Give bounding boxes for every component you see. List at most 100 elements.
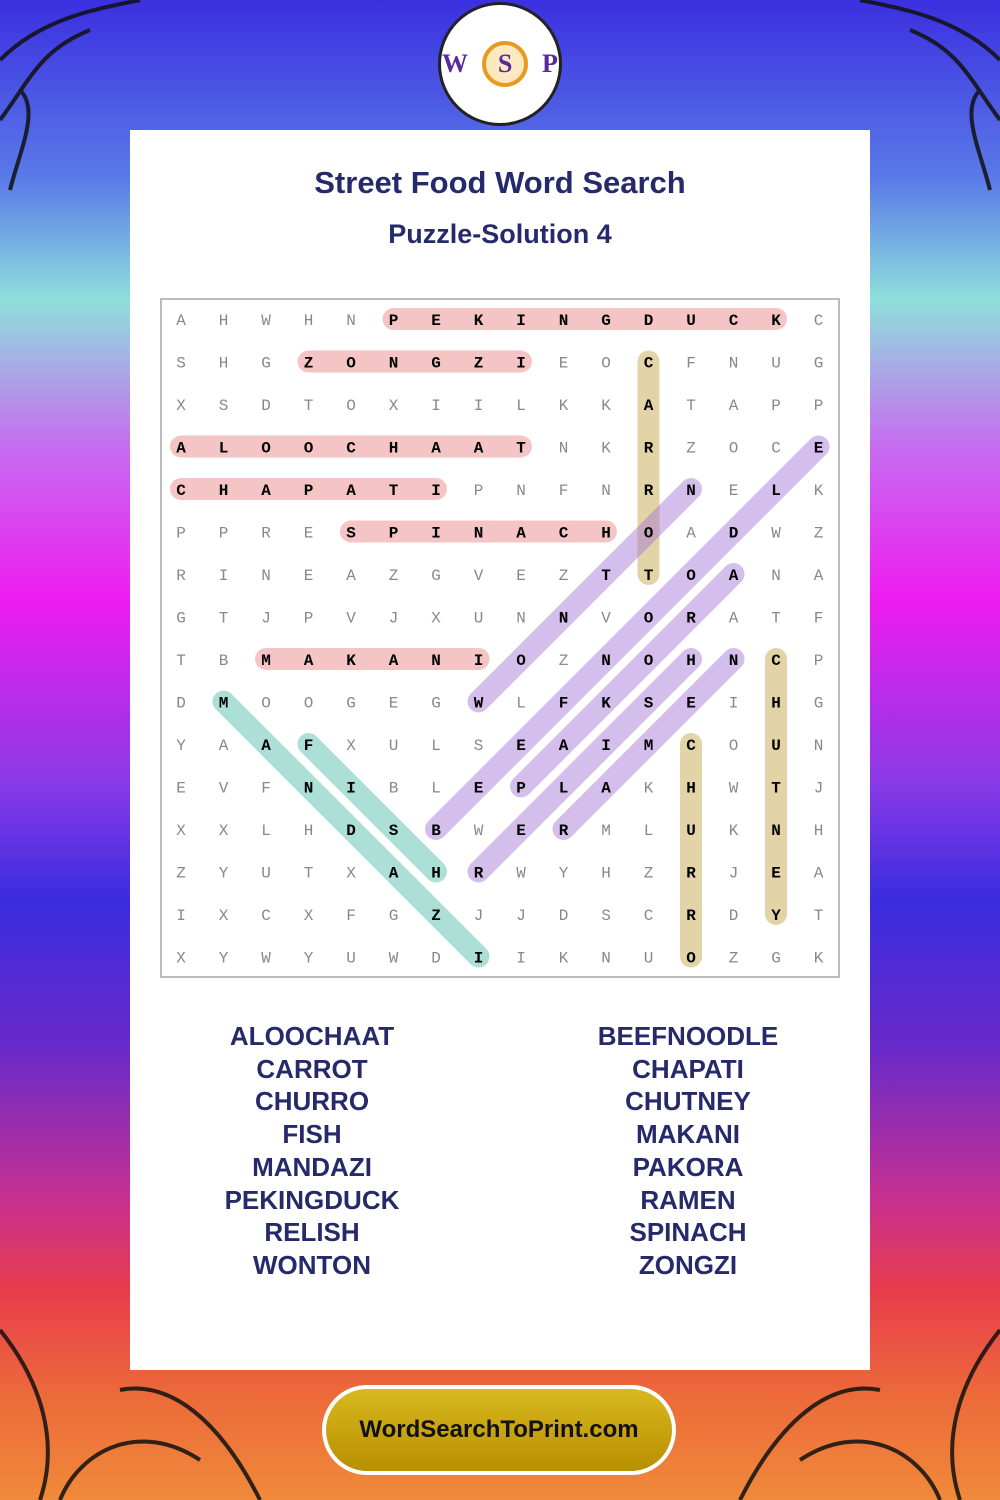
grid-letter: J (474, 907, 484, 925)
grid-letter: N (516, 482, 526, 500)
grid-letter: A (304, 652, 314, 670)
grid-letter: S (176, 355, 186, 373)
grid-letter: N (601, 950, 611, 968)
highlight (212, 690, 490, 968)
grid-letter: T (176, 652, 186, 670)
grid-letter: N (729, 355, 739, 373)
grid-letter: A (261, 737, 271, 755)
grid-letter: O (729, 440, 739, 458)
grid-letter: R (176, 567, 186, 585)
grid-letter: E (389, 695, 399, 713)
grid-letter: B (219, 652, 229, 670)
grid-letter: A (644, 397, 654, 415)
grid-letter: U (686, 312, 696, 330)
highlight (552, 648, 745, 840)
highlight (467, 648, 702, 883)
grid-letter: E (771, 865, 781, 883)
grid-letter: A (389, 865, 399, 883)
grid-letter: C (261, 907, 271, 925)
grid-letter: Z (176, 865, 186, 883)
grid-letter: A (474, 440, 484, 458)
grid-letter: U (771, 737, 781, 755)
grid-letter: G (771, 950, 781, 968)
grid-letter: F (346, 907, 356, 925)
grid-letter: C (729, 312, 739, 330)
grid-letter: D (431, 950, 441, 968)
grid-letter: F (686, 355, 696, 373)
grid-letter: G (814, 355, 824, 373)
grid-letter: W (389, 950, 399, 968)
grid-letter: I (516, 355, 526, 373)
grid-letter: X (176, 397, 186, 415)
grid-letter: D (346, 822, 356, 840)
grid-letter: I (176, 907, 186, 925)
grid-letter: J (261, 610, 271, 628)
grid-letter: R (474, 865, 484, 883)
grid-letter: Z (814, 525, 824, 543)
grid-border (160, 298, 840, 978)
grid-letter: H (304, 822, 314, 840)
grid-letter: N (814, 737, 824, 755)
grid-letter: X (219, 907, 229, 925)
grid-letter: P (516, 780, 526, 798)
grid-letter: L (559, 780, 569, 798)
grid-letter: M (219, 695, 229, 713)
grid-letter: T (219, 610, 229, 628)
grid-letter: Z (559, 652, 569, 670)
grid-letter: I (516, 950, 526, 968)
word: SPINACH (629, 1217, 747, 1248)
website-button[interactable]: WordSearchToPrint.com (322, 1385, 676, 1475)
grid-letter: C (176, 482, 186, 500)
grid-letter: H (601, 865, 611, 883)
grid-letter: K (644, 780, 654, 798)
grid-letter: T (601, 567, 611, 585)
grid-letter: A (601, 780, 611, 798)
grid-letter: R (686, 907, 696, 925)
grid-letter: Z (559, 567, 569, 585)
grid-letter: W (261, 950, 271, 968)
grid-letter: M (601, 822, 611, 840)
grid-letter: Z (474, 355, 484, 373)
grid-letter: R (686, 865, 696, 883)
grid-letter: E (304, 567, 314, 585)
word: MANDAZI (252, 1151, 372, 1182)
grid-letter: E (516, 822, 526, 840)
grid-letter: W (474, 822, 484, 840)
grid-letter: O (304, 695, 314, 713)
grid-letter: T (771, 610, 781, 628)
grid-letter: L (431, 780, 441, 798)
grid-letter: T (304, 397, 314, 415)
grid-letter: L (516, 397, 526, 415)
grid-letter: R (559, 822, 569, 840)
grid-letter: A (729, 397, 739, 415)
grid-letter: X (304, 907, 314, 925)
grid-letter: R (644, 440, 654, 458)
grid-letter: C (644, 355, 654, 373)
word: CARROT (256, 1053, 368, 1084)
grid-letter: I (219, 567, 229, 585)
grid-letter: A (219, 737, 229, 755)
grid-letter: W (516, 865, 526, 883)
grid-letter: Z (686, 440, 696, 458)
grid-letter: H (219, 312, 229, 330)
grid-letter: F (814, 610, 824, 628)
highlight (467, 478, 702, 713)
grid-letter: D (644, 312, 654, 330)
grid-letter: J (389, 610, 399, 628)
grid-letter: N (516, 610, 526, 628)
grid-letter: E (814, 440, 824, 458)
grid-letter: I (516, 312, 526, 330)
grid-letter: P (219, 525, 229, 543)
grid-letter: L (219, 440, 229, 458)
grid-letter: A (389, 652, 399, 670)
grid-letter: U (686, 822, 696, 840)
grid-letter: N (304, 780, 314, 798)
grid-letter: Y (176, 737, 186, 755)
grid-letter: L (644, 822, 654, 840)
grid-letter: K (601, 440, 611, 458)
grid-letter: R (686, 610, 696, 628)
grid-letter: W (474, 695, 484, 713)
word: PAKORA (632, 1151, 744, 1182)
grid-letter: H (814, 822, 824, 840)
